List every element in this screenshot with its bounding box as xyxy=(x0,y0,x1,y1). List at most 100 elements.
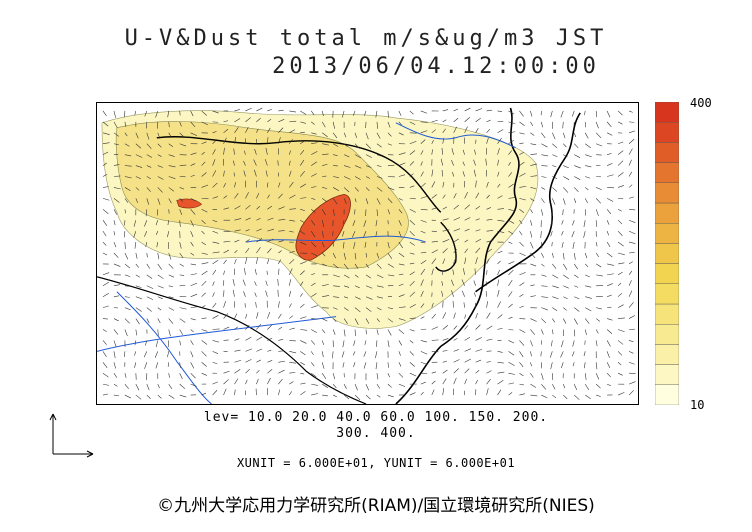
wind-arrow xyxy=(289,139,293,144)
wind-arrow xyxy=(464,126,468,133)
wind-arrow xyxy=(267,137,269,144)
wind-arrow xyxy=(595,373,600,380)
wind-arrow xyxy=(300,372,305,375)
wind-arrow xyxy=(256,378,259,385)
wind-arrow xyxy=(102,121,109,127)
wind-arrow xyxy=(311,173,317,177)
wind-arrow xyxy=(420,150,424,155)
wind-arrow xyxy=(541,274,547,277)
wind-arrow xyxy=(552,383,556,390)
wind-arrow xyxy=(201,121,208,126)
wind-arrow xyxy=(530,362,532,367)
wind-arrow xyxy=(113,383,118,387)
wind-arrow xyxy=(190,220,194,227)
wind-arrow xyxy=(234,326,238,330)
wind-arrow xyxy=(585,285,592,288)
wind-arrow xyxy=(190,163,196,166)
wind-arrow xyxy=(486,325,493,330)
wind-arrow xyxy=(508,269,514,276)
wind-arrow xyxy=(113,175,121,177)
wind-arrow xyxy=(234,389,236,396)
wind-arrow xyxy=(333,285,340,287)
wind-arrow xyxy=(135,132,139,139)
wind-arrow xyxy=(519,293,524,297)
wind-arrow xyxy=(617,141,624,145)
wind-arrow xyxy=(343,296,349,299)
wind-arrow xyxy=(497,289,500,297)
wind-arrow xyxy=(420,182,426,188)
wind-arrow xyxy=(486,312,491,319)
wind-arrow xyxy=(212,315,219,319)
wind-arrow xyxy=(124,143,130,147)
wind-arrow xyxy=(595,110,597,118)
wind-arrow xyxy=(572,340,575,347)
wind-arrow xyxy=(321,329,326,334)
wind-arrow xyxy=(607,174,614,177)
wind-arrow xyxy=(102,132,110,135)
wind-arrow xyxy=(497,208,505,210)
wind-arrow xyxy=(420,251,427,254)
wind-arrow xyxy=(201,392,207,396)
wind-arrow xyxy=(451,279,454,286)
wind-arrow xyxy=(583,362,586,369)
wind-arrow xyxy=(157,329,159,336)
wind-arrow xyxy=(618,317,625,319)
wind-arrow xyxy=(179,121,182,127)
wind-arrow xyxy=(124,121,127,128)
wind-arrow xyxy=(606,220,610,225)
wind-arrow xyxy=(256,323,262,330)
wind-arrow xyxy=(234,378,239,385)
wind-arrow xyxy=(420,351,428,355)
wind-arrow xyxy=(232,279,235,286)
wind-arrow xyxy=(453,217,461,221)
wind-arrow xyxy=(278,313,282,319)
wind-arrow xyxy=(497,230,505,233)
colorbar-segment xyxy=(655,263,679,285)
wind-arrow xyxy=(584,329,587,335)
wind-arrow xyxy=(474,292,476,297)
wind-arrow xyxy=(409,351,414,356)
wind-arrow xyxy=(552,187,558,192)
wind-arrow xyxy=(541,394,548,399)
wind-arrow xyxy=(179,132,185,138)
wind-arrow xyxy=(223,120,229,123)
wind-arrow xyxy=(332,263,339,269)
wind-arrow xyxy=(201,161,206,166)
wind-arrow xyxy=(595,362,598,370)
wind-arrow xyxy=(431,149,433,155)
wind-arrow xyxy=(431,129,436,134)
wind-arrow xyxy=(212,219,218,223)
wind-arrow xyxy=(530,143,537,146)
wind-arrow xyxy=(354,187,359,192)
wind-arrow xyxy=(223,300,226,308)
map-title: U-V&Dust total m/s&ug/m3 JST xyxy=(124,26,608,51)
wind-arrow xyxy=(497,279,500,286)
wind-arrow xyxy=(223,137,227,144)
wind-arrow xyxy=(234,229,241,232)
wind-arrow xyxy=(376,329,379,335)
wind-arrow xyxy=(574,176,581,180)
wind-arrow xyxy=(409,230,415,237)
wind-arrow xyxy=(243,291,246,297)
wind-arrow xyxy=(387,383,392,388)
wind-arrow xyxy=(530,132,535,136)
wind-arrow xyxy=(310,362,315,367)
wind-arrow xyxy=(155,110,159,118)
wind-arrow xyxy=(267,377,271,385)
wind-arrow xyxy=(530,110,533,117)
wind-arrow xyxy=(179,187,185,190)
wind-arrow xyxy=(113,394,120,397)
wind-arrow xyxy=(431,389,435,396)
wind-arrow xyxy=(155,220,159,226)
wind-arrow xyxy=(617,150,624,155)
wind-arrow xyxy=(628,230,636,235)
wind-arrow xyxy=(123,351,126,358)
wind-arrow xyxy=(574,394,580,400)
wind-arrow xyxy=(234,349,241,352)
wind-arrow xyxy=(168,263,174,269)
wind-arrow xyxy=(135,383,140,391)
wind-arrow xyxy=(155,340,159,348)
wind-arrow xyxy=(354,285,360,289)
wind-arrow xyxy=(409,185,415,188)
levels-line-1: lev= 10.0 20.0 40.0 60.0 100. 150. 200. xyxy=(203,410,549,425)
